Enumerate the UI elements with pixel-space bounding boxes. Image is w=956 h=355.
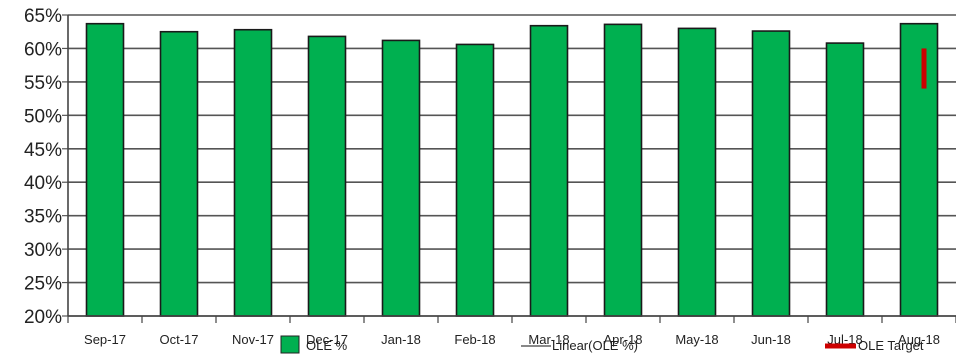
x-tick-label: Jan-18 <box>381 332 421 347</box>
x-tick-label: Nov-17 <box>232 332 274 347</box>
bar-sep-17 <box>85 22 125 317</box>
axes <box>67 15 956 317</box>
bar-nov-17 <box>233 28 273 317</box>
x-tick-label: Oct-17 <box>159 332 198 347</box>
legend-label-ole: OLE % <box>306 338 348 353</box>
bar-aug-18 <box>899 22 939 317</box>
bar-feb-18 <box>455 43 495 317</box>
x-tick-label: Feb-18 <box>454 332 495 347</box>
legend-label-trendline: Linear(OLE %) <box>552 338 638 353</box>
bars <box>85 22 939 317</box>
y-tick-label: 30% <box>24 240 62 261</box>
bar-dec-17 <box>307 35 347 317</box>
bar-jan-18 <box>381 39 421 317</box>
legend-label-target: OLE Target <box>858 338 924 353</box>
x-tick-label: Dec-17 <box>306 332 348 347</box>
y-tick-label: 20% <box>24 307 62 328</box>
x-tick-label: Sep-17 <box>84 332 126 347</box>
y-tick-label: 35% <box>24 207 62 228</box>
x-tick-label: Jun-18 <box>751 332 791 347</box>
y-axis-ticks: 20% 25% 30% 35% 40% 45% 50% 55% 60% 65% <box>24 6 68 328</box>
y-tick-label: 40% <box>24 173 62 194</box>
y-tick-label: 25% <box>24 274 62 295</box>
grid-lines <box>68 14 956 317</box>
bar-mar-18 <box>529 24 569 317</box>
y-tick-label: 45% <box>24 140 62 161</box>
y-tick-label: 50% <box>24 106 62 127</box>
y-tick-label: 65% <box>24 6 62 27</box>
x-tick-label: Mar-18 <box>528 332 569 347</box>
bar-jun-18 <box>751 30 791 317</box>
bar-jul-18 <box>825 42 865 317</box>
bar-may-18 <box>677 27 717 317</box>
legend: OLE % Linear(OLE %) OLE Target <box>280 335 924 354</box>
x-axis-ticks: Sep-17 Oct-17 Nov-17 Dec-17 Jan-18 Feb-18 Mar-… <box>67 316 956 347</box>
x-tick-label: Apr-18 <box>603 332 642 347</box>
bar-oct-17 <box>159 30 199 317</box>
x-tick-label: May-18 <box>675 332 718 347</box>
bar-apr-18 <box>603 23 643 317</box>
legend-swatch-ole <box>280 335 300 354</box>
x-tick-label: Jul-18 <box>827 332 862 347</box>
y-tick-label: 55% <box>24 73 62 94</box>
x-tick-label: Aug-18 <box>898 332 940 347</box>
y-tick-label: 60% <box>24 39 62 60</box>
